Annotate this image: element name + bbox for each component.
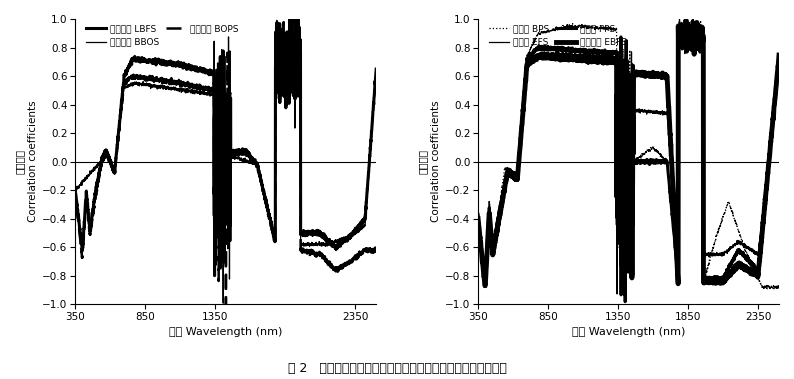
Y-axis label: 相关系数
Correlation coefficients: 相关系数 Correlation coefficients [15, 101, 38, 222]
Y-axis label: 相关系数
Correlation coefficients: 相关系数 Correlation coefficients [418, 101, 441, 222]
Text: 图 2   棉花产量与光谱反射率在各个生育期的统计相关系数曲线: 图 2 棉花产量与光谱反射率在各个生育期的统计相关系数曲线 [287, 362, 507, 375]
X-axis label: 波长 Wavelength (nm): 波长 Wavelength (nm) [572, 327, 685, 337]
Legend: 盛谷期 BPS, 开花期 EFS, 盛花期 FPS, 盛铃前期 EBFS: 盛谷期 BPS, 开花期 EFS, 盛花期 FPS, 盛铃前期 EBFS [486, 21, 630, 50]
X-axis label: 波长 Wavelength (nm): 波长 Wavelength (nm) [169, 327, 283, 337]
Legend: 盛铃后期 LBFS, 吐絮初期 BBOS, 吐絮后期 BOPS: 盛铃后期 LBFS, 吐絮初期 BBOS, 吐絮后期 BOPS [83, 21, 242, 50]
